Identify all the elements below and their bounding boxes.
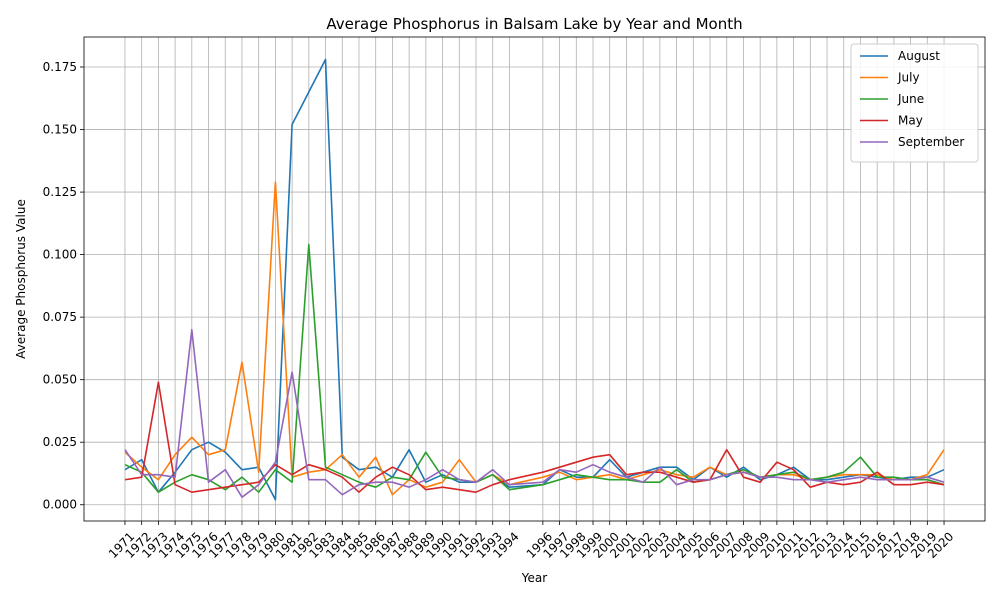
y-tick-label: 0.025 [43,435,77,449]
y-tick-label: 0.050 [43,373,77,387]
series-lines [124,58,945,501]
legend-label: July [897,71,920,85]
y-axis-label: Average Phosphorus Value [14,199,28,359]
axes [80,36,986,525]
y-tick-label: 0.075 [43,310,77,324]
plot-frame [83,36,986,522]
y-tick-label: 0.000 [43,498,77,512]
y-tick-label: 0.175 [43,60,77,74]
y-tick-labels: 0.000 0.025 0.050 0.075 0.100 0.125 0.150 0.175 [43,60,77,512]
series-line-may [124,381,945,494]
y-tick-label: 0.100 [43,248,77,262]
legend-box [850,43,979,163]
y-tick-label: 0.125 [43,185,77,199]
chart-title: Average Phosphorus in Balsam Lake by Yea… [326,15,742,33]
y-tick-label: 0.150 [43,123,77,137]
legend-label: September [898,135,964,149]
series-line-september [124,328,945,499]
legend: August July June May September [850,43,979,163]
legend-label: June [897,92,924,106]
legend-label: May [898,114,923,128]
legend-label: August [898,49,940,63]
x-tick-labels: 1971197219731974197519761977197819791980… [106,529,957,560]
x-axis-label: Year [521,571,547,585]
